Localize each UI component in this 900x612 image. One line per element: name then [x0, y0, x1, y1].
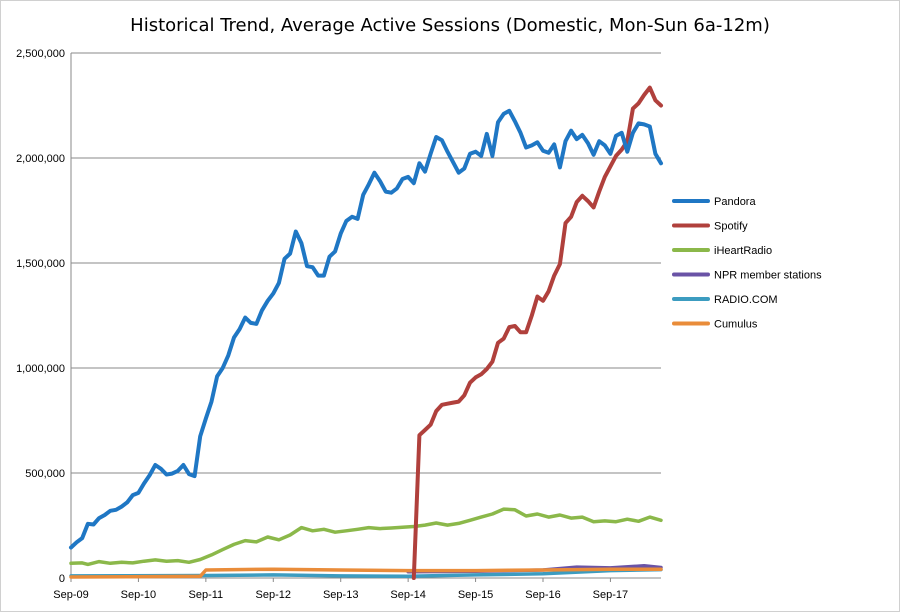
legend-label-cumulus: Cumulus [714, 319, 758, 331]
x-tick-label: Sep-10 [121, 589, 156, 601]
y-tick-label: 500,000 [25, 468, 65, 480]
series-line-radio-com [69, 567, 663, 579]
series-lines [69, 85, 663, 580]
grid-lines [71, 52, 661, 474]
x-tick-label: Sep-09 [53, 589, 88, 601]
series-line-iheartradio [69, 507, 663, 567]
legend-label-pandora: Pandora [714, 196, 756, 208]
legend-label-radio-com: RADIO.COM [714, 294, 778, 306]
series-line-spotify [411, 85, 663, 580]
legend-label-iheartradio: iHeartRadio [714, 245, 772, 257]
x-tick-label: Sep-11 [189, 589, 224, 601]
x-tick-label: Sep-15 [458, 589, 493, 601]
x-tick-label: Sep-12 [256, 589, 291, 601]
legend: Pandora Spotify iHeartRadio NPR member stat… [672, 196, 822, 331]
x-tick-label: Sep-13 [323, 589, 358, 601]
y-tick-label: 2,000,000 [16, 153, 65, 165]
chart-title: Historical Trend, Average Active Session… [130, 15, 770, 36]
x-tick-label: Sep-14 [390, 589, 425, 601]
x-axis: Sep-09 Sep-10 Sep-11 Sep-12 Sep-13 Sep-14 Sep-… [53, 577, 661, 601]
y-tick-label: 1,000,000 [16, 363, 65, 375]
x-tick-label: Sep-16 [525, 589, 560, 601]
series-line-cumulus [69, 567, 663, 579]
y-tick-label: 1,500,000 [16, 258, 65, 270]
y-axis: 0 500,000 1,000,000 1,500,000 2,000,000 2,500… [16, 48, 72, 585]
legend-label-spotify: Spotify [714, 221, 748, 233]
legend-label-npr-member-stations: NPR member stations [714, 270, 822, 282]
series-line-pandora [69, 108, 663, 550]
y-tick-label: 2,500,000 [16, 48, 65, 60]
x-tick-label: Sep-17 [593, 589, 628, 601]
y-tick-label: 0 [59, 573, 65, 585]
